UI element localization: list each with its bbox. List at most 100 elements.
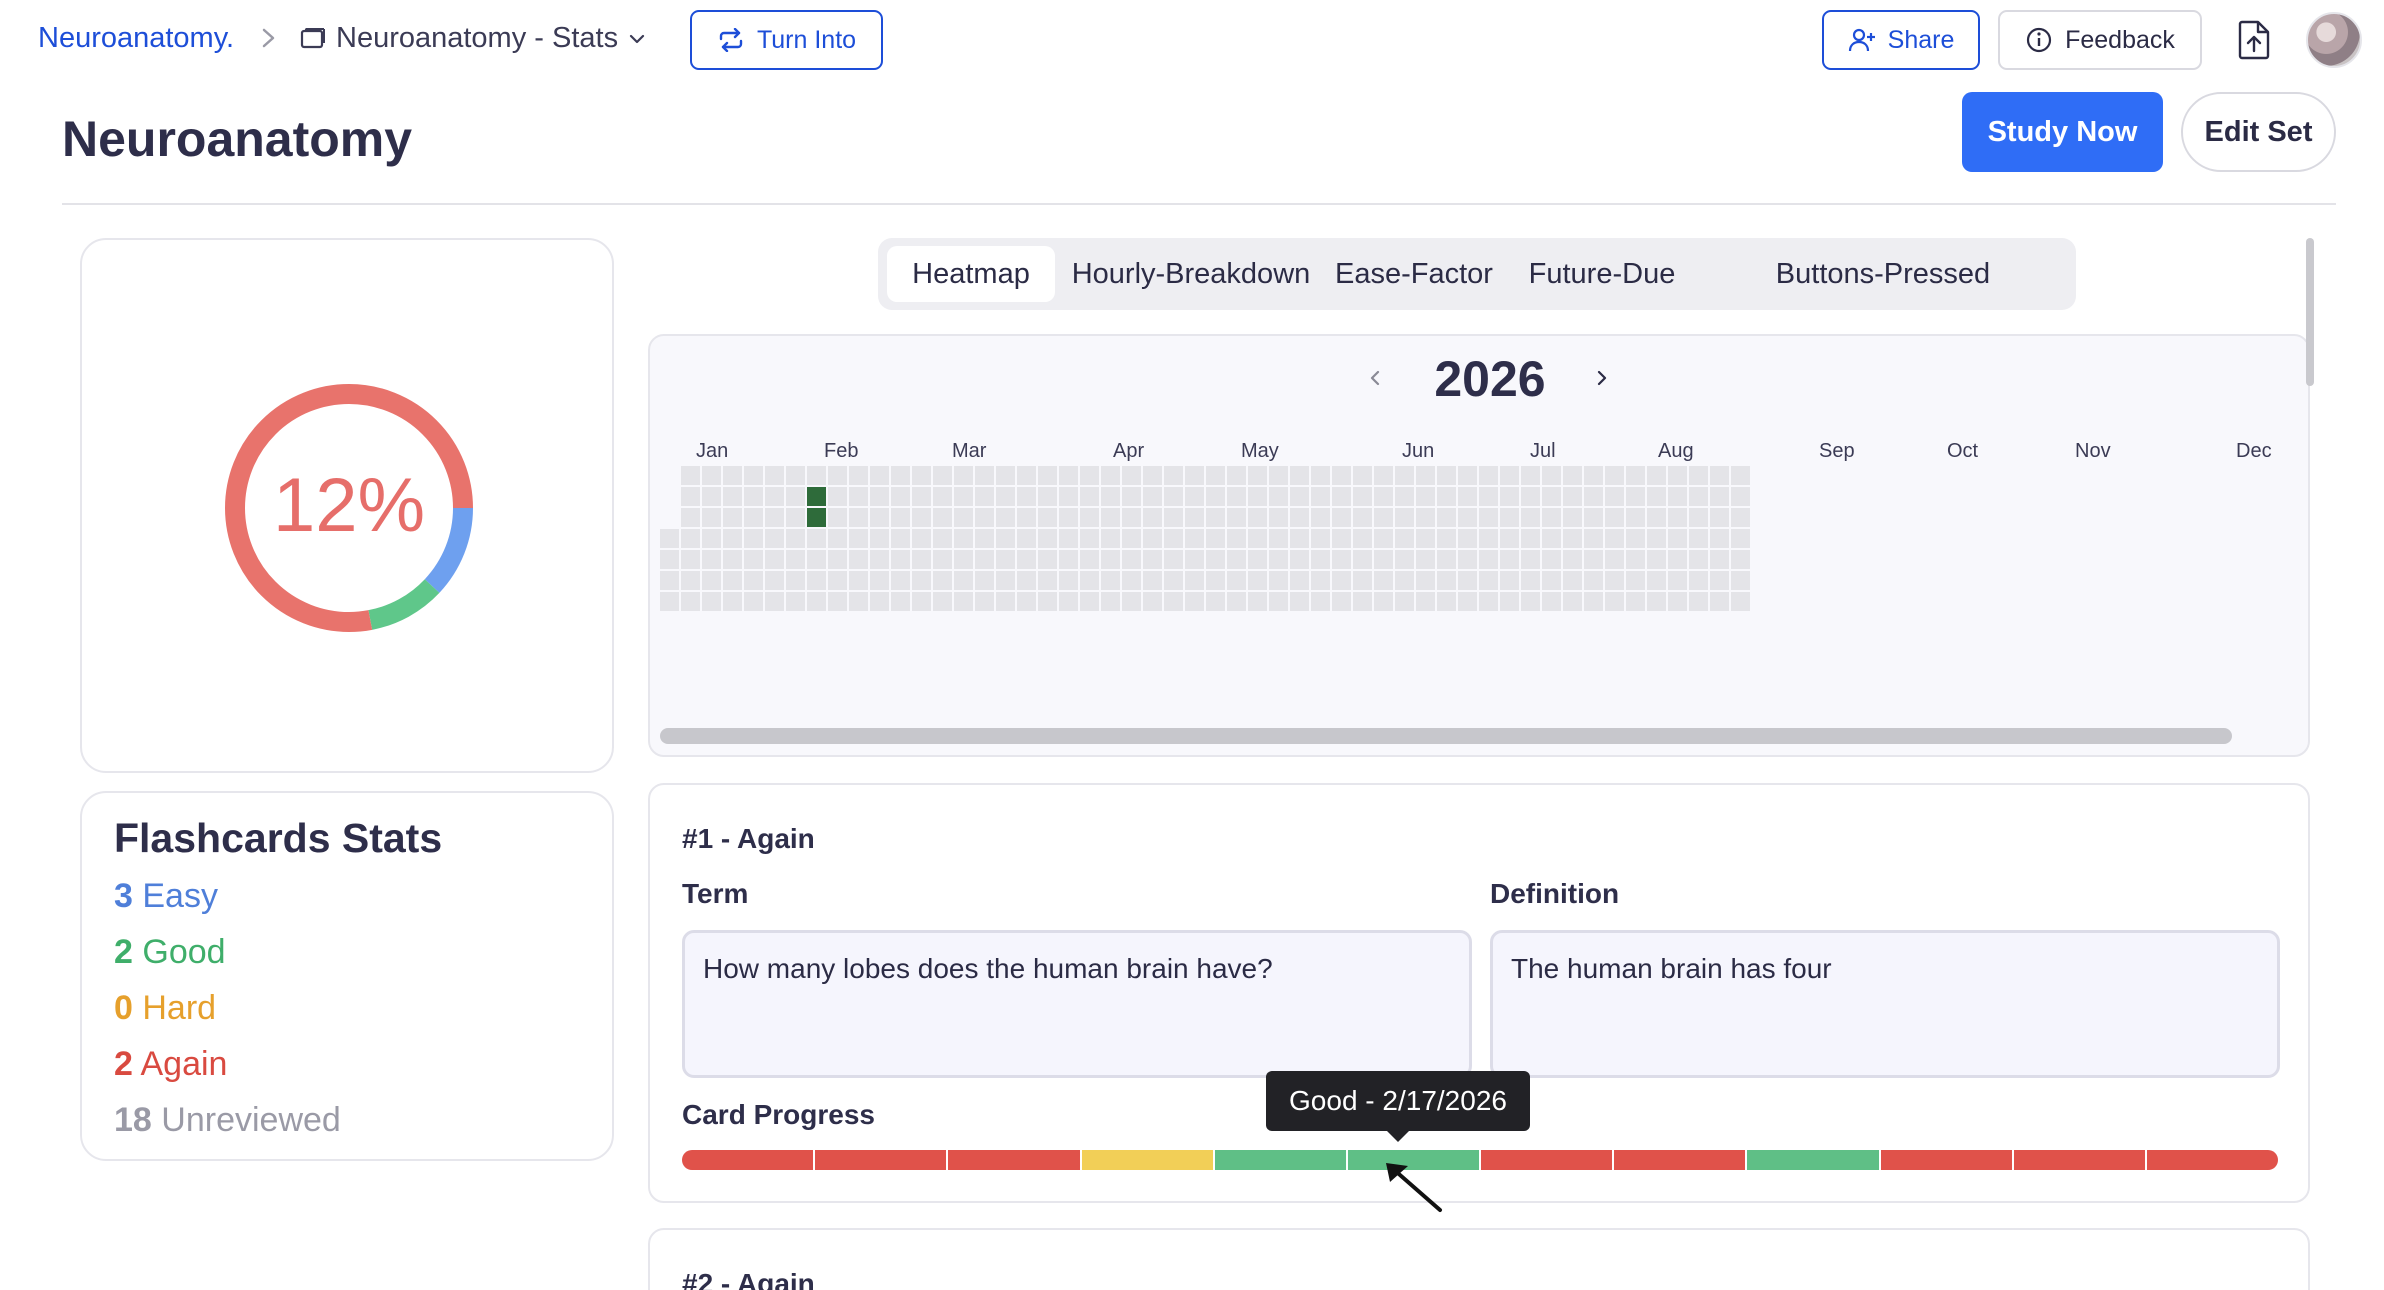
heatmap-day-cell[interactable] bbox=[1143, 529, 1162, 548]
heatmap-day-cell[interactable] bbox=[1647, 571, 1666, 590]
heatmap-day-cell[interactable] bbox=[1605, 571, 1624, 590]
heatmap-day-cell[interactable] bbox=[1605, 487, 1624, 506]
heatmap-day-cell[interactable] bbox=[1122, 508, 1141, 527]
heatmap-day-cell[interactable] bbox=[1059, 592, 1078, 611]
heatmap-day-cell[interactable] bbox=[1269, 550, 1288, 569]
heatmap-day-cell[interactable] bbox=[1185, 487, 1204, 506]
heatmap-day-cell[interactable] bbox=[1101, 487, 1120, 506]
heatmap-day-cell[interactable] bbox=[870, 466, 889, 485]
heatmap-day-cell[interactable] bbox=[1479, 571, 1498, 590]
heatmap-day-cell[interactable] bbox=[1206, 571, 1225, 590]
heatmap-day-cell[interactable] bbox=[1017, 529, 1036, 548]
heatmap-day-cell[interactable] bbox=[1710, 466, 1729, 485]
heatmap-day-cell[interactable] bbox=[891, 529, 910, 548]
heatmap-day-cell[interactable] bbox=[1458, 487, 1477, 506]
heatmap-day-cell[interactable] bbox=[954, 592, 973, 611]
heatmap-day-cell[interactable] bbox=[1521, 466, 1540, 485]
heatmap-day-cell[interactable] bbox=[1437, 508, 1456, 527]
heatmap-day-cell[interactable] bbox=[1500, 592, 1519, 611]
heatmap-day-cell[interactable] bbox=[912, 592, 931, 611]
heatmap-day-cell[interactable] bbox=[1122, 487, 1141, 506]
heatmap-day-cell[interactable] bbox=[849, 571, 868, 590]
heatmap-day-cell[interactable] bbox=[786, 571, 805, 590]
heatmap-day-cell[interactable] bbox=[975, 529, 994, 548]
tab-heatmap[interactable]: Heatmap bbox=[887, 246, 1055, 302]
heatmap-day-cell[interactable] bbox=[1164, 487, 1183, 506]
heatmap-day-cell[interactable] bbox=[1584, 466, 1603, 485]
heatmap-day-cell[interactable] bbox=[702, 529, 721, 548]
heatmap-day-cell[interactable] bbox=[1731, 487, 1750, 506]
study-now-button[interactable]: Study Now bbox=[1962, 92, 2163, 172]
heatmap-day-cell[interactable] bbox=[1101, 508, 1120, 527]
heatmap-day-cell[interactable] bbox=[1416, 529, 1435, 548]
heatmap-day-cell[interactable] bbox=[870, 592, 889, 611]
heatmap-day-cell[interactable] bbox=[1248, 508, 1267, 527]
heatmap-day-cell[interactable] bbox=[954, 529, 973, 548]
heatmap-day-cell[interactable] bbox=[975, 508, 994, 527]
heatmap-day-cell[interactable] bbox=[1332, 571, 1351, 590]
heatmap-day-cell[interactable] bbox=[1122, 529, 1141, 548]
heatmap-day-cell[interactable] bbox=[744, 529, 763, 548]
heatmap-day-cell[interactable] bbox=[1500, 508, 1519, 527]
heatmap-day-cell[interactable] bbox=[1647, 487, 1666, 506]
heatmap-day-cell[interactable] bbox=[1059, 487, 1078, 506]
heatmap-day-cell[interactable] bbox=[1143, 466, 1162, 485]
heatmap-day-cell[interactable] bbox=[786, 487, 805, 506]
heatmap-day-cell[interactable] bbox=[723, 529, 742, 548]
heatmap-day-cell[interactable] bbox=[975, 487, 994, 506]
heatmap-day-cell[interactable] bbox=[1290, 529, 1309, 548]
heatmap-day-cell[interactable] bbox=[1374, 571, 1393, 590]
heatmap-day-cell[interactable] bbox=[849, 487, 868, 506]
heatmap-day-cell[interactable] bbox=[828, 466, 847, 485]
heatmap-day-cell[interactable] bbox=[891, 466, 910, 485]
heatmap-day-cell[interactable] bbox=[1311, 508, 1330, 527]
definition-field[interactable]: The human brain has four bbox=[1490, 930, 2280, 1078]
heatmap-day-cell[interactable] bbox=[1374, 466, 1393, 485]
heatmap-day-cell[interactable] bbox=[912, 529, 931, 548]
heatmap-day-cell[interactable] bbox=[1311, 466, 1330, 485]
heatmap-day-cell[interactable] bbox=[1668, 466, 1687, 485]
heatmap-day-cell[interactable] bbox=[1416, 487, 1435, 506]
heatmap-day-cell[interactable] bbox=[660, 529, 679, 548]
heatmap-day-cell[interactable] bbox=[1101, 550, 1120, 569]
heatmap-day-cell[interactable] bbox=[1731, 550, 1750, 569]
heatmap-day-cell[interactable] bbox=[1731, 592, 1750, 611]
heatmap-day-cell[interactable] bbox=[1395, 592, 1414, 611]
heatmap-day-cell[interactable] bbox=[870, 571, 889, 590]
heatmap-day-cell[interactable] bbox=[1206, 529, 1225, 548]
heatmap-day-cell[interactable] bbox=[1647, 466, 1666, 485]
heatmap-day-cell[interactable] bbox=[1626, 487, 1645, 506]
heatmap-day-cell[interactable] bbox=[807, 571, 826, 590]
heatmap-day-cell[interactable] bbox=[1416, 466, 1435, 485]
heatmap-day-cell[interactable] bbox=[1521, 571, 1540, 590]
heatmap-day-cell[interactable] bbox=[1353, 529, 1372, 548]
heatmap-day-cell[interactable] bbox=[786, 550, 805, 569]
progress-segment-again[interactable] bbox=[1880, 1150, 2014, 1170]
heatmap-day-cell[interactable] bbox=[765, 592, 784, 611]
heatmap-day-cell[interactable] bbox=[1521, 529, 1540, 548]
heatmap-day-cell[interactable] bbox=[1017, 508, 1036, 527]
heatmap-day-cell[interactable] bbox=[933, 550, 952, 569]
heatmap-day-cell[interactable] bbox=[1290, 571, 1309, 590]
heatmap-day-cell[interactable] bbox=[1164, 529, 1183, 548]
heatmap-day-cell[interactable] bbox=[1080, 466, 1099, 485]
heatmap-day-cell[interactable] bbox=[1542, 529, 1561, 548]
heatmap-day-cell[interactable] bbox=[1122, 592, 1141, 611]
heatmap-day-cell[interactable] bbox=[1647, 529, 1666, 548]
heatmap-day-cell[interactable] bbox=[1332, 487, 1351, 506]
heatmap-day-cell[interactable] bbox=[1374, 592, 1393, 611]
heatmap-day-cell[interactable] bbox=[954, 550, 973, 569]
heatmap-day-cell[interactable] bbox=[1605, 550, 1624, 569]
heatmap-day-cell[interactable] bbox=[1668, 592, 1687, 611]
chevron-right-icon[interactable] bbox=[1587, 363, 1617, 393]
heatmap-day-cell[interactable] bbox=[1374, 508, 1393, 527]
heatmap-day-cell[interactable] bbox=[1311, 550, 1330, 569]
heatmap-day-cell[interactable] bbox=[765, 571, 784, 590]
heatmap-day-cell[interactable] bbox=[1164, 508, 1183, 527]
heatmap-day-cell[interactable] bbox=[1647, 508, 1666, 527]
heatmap-day-cell[interactable] bbox=[1395, 529, 1414, 548]
heatmap-day-cell[interactable] bbox=[1227, 550, 1246, 569]
heatmap-day-cell[interactable] bbox=[933, 487, 952, 506]
heatmap-day-cell[interactable] bbox=[1668, 571, 1687, 590]
heatmap-day-cell[interactable] bbox=[786, 529, 805, 548]
